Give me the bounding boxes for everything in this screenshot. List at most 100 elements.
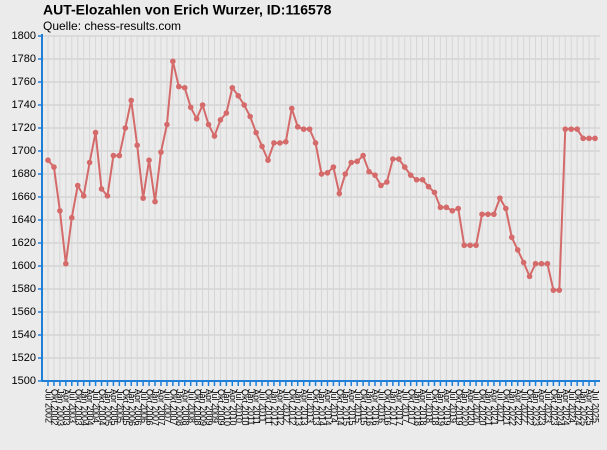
- x-tick-label: Jul 2020: [472, 389, 482, 423]
- point: [354, 158, 360, 165]
- y-tick-label: 1500: [12, 375, 36, 387]
- x-tick-label: Jan 2010: [222, 389, 232, 426]
- point: [431, 189, 438, 196]
- x-tick-label: Okt 2012: [287, 389, 297, 426]
- point: [110, 152, 117, 159]
- point: [538, 260, 545, 267]
- x-tick-label: Okt 2017: [406, 389, 416, 426]
- x-tick-label: Apr 2012: [276, 389, 286, 426]
- y-tick-label: 1640: [12, 214, 36, 226]
- x-tick-label: Okt 2018: [430, 389, 440, 426]
- point: [68, 214, 75, 221]
- y-tick-label: 1720: [12, 122, 36, 134]
- x-tick-label: Apr 2004: [85, 389, 95, 426]
- point: [98, 186, 105, 192]
- point: [253, 129, 259, 136]
- x-tick-label: Okt 2003: [73, 389, 83, 426]
- x-tick-label: Jul 2021: [495, 389, 505, 423]
- point: [491, 211, 497, 218]
- y-tick-label: 1560: [12, 306, 36, 318]
- point: [568, 126, 575, 132]
- x-tick-label: Okt 2016: [383, 389, 393, 426]
- point: [241, 102, 248, 108]
- point: [92, 129, 99, 136]
- point: [312, 140, 319, 146]
- x-tick-label: Apr 2018: [418, 389, 428, 426]
- x-tick-label: Jul 2008: [186, 389, 196, 423]
- y-tick-label: 1800: [12, 30, 36, 42]
- x-tick-label: Okt 2011: [264, 389, 274, 425]
- point: [247, 113, 253, 120]
- y-tick-label: 1760: [12, 76, 36, 88]
- x-tick-label: Apr 2019: [442, 389, 452, 426]
- point: [205, 121, 212, 128]
- x-tick-label: Jan 2022: [507, 389, 517, 426]
- point: [520, 259, 527, 266]
- x-tick-label: Jul 2016: [377, 389, 387, 423]
- point: [401, 164, 408, 170]
- x-tick-label: Okt 2005: [121, 389, 131, 426]
- x-tick-label: Okt 2021: [501, 389, 511, 426]
- y-tick-label: 1540: [12, 329, 36, 341]
- x-tick-label: Jul 2004: [91, 389, 101, 423]
- x-tick-label: Apr 2017: [394, 389, 404, 426]
- x-tick-label: Okt 2019: [454, 389, 464, 426]
- point: [122, 125, 129, 131]
- y-tick-label: 1600: [12, 260, 36, 272]
- x-tick-label: Jan 2011: [246, 389, 256, 425]
- point: [134, 142, 140, 149]
- x-tick-label: Jul 2013: [305, 389, 315, 423]
- point: [550, 287, 557, 293]
- point: [425, 183, 432, 190]
- x-tick-label: Apr 2021: [490, 389, 500, 426]
- x-tick-label: Apr 2013: [299, 389, 309, 426]
- point: [158, 149, 164, 155]
- y-tick-label: 1620: [12, 237, 36, 249]
- point: [217, 117, 224, 123]
- point: [63, 260, 69, 267]
- y-tick-label: 1580: [12, 283, 36, 295]
- point: [140, 195, 146, 201]
- point: [384, 179, 390, 185]
- x-tick-label: Jul 2018: [424, 389, 434, 423]
- point: [574, 126, 580, 132]
- x-tick-label: Okt 2014: [335, 389, 345, 426]
- x-tick-label: Apr 2014: [323, 389, 333, 426]
- y-tick-label: 1740: [12, 99, 36, 111]
- point: [80, 193, 87, 199]
- point: [235, 93, 242, 99]
- point: [503, 205, 509, 212]
- x-tick-label: Apr 2015: [347, 389, 357, 426]
- x-tick-label: Jan 2015: [341, 389, 351, 426]
- x-tick-label: Jul 2019: [448, 389, 458, 423]
- x-tick-label: Apr 2003: [61, 389, 71, 426]
- x-tick-label: Apr 2016: [371, 389, 381, 426]
- y-tick-label: 1520: [12, 352, 36, 364]
- point: [324, 170, 331, 176]
- x-tick-label: Jan 2007: [151, 389, 161, 426]
- point: [508, 234, 515, 241]
- point: [330, 164, 337, 170]
- x-tick-label: Jan 2016: [365, 389, 375, 426]
- point: [265, 157, 271, 163]
- point: [467, 242, 473, 249]
- point: [366, 168, 372, 175]
- point: [473, 242, 479, 249]
- point: [372, 172, 378, 178]
- point: [176, 83, 182, 90]
- point: [360, 152, 366, 159]
- x-tick-label: Jan 2012: [270, 389, 280, 426]
- x-tick-label: Okt 2024: [573, 389, 583, 426]
- point: [544, 260, 551, 267]
- point: [461, 242, 467, 249]
- x-tick-label: Okt 2009: [216, 389, 226, 426]
- x-tick-label: Jul 2025: [591, 389, 601, 423]
- point: [181, 84, 188, 91]
- point: [116, 152, 123, 159]
- x-tick-label: Jan 2005: [103, 389, 113, 426]
- point: [526, 273, 533, 280]
- x-tick-label: Jul 2015: [353, 389, 363, 423]
- x-tick-label: Apr 2006: [133, 389, 143, 426]
- x-tick-label: Jul 2012: [281, 389, 291, 423]
